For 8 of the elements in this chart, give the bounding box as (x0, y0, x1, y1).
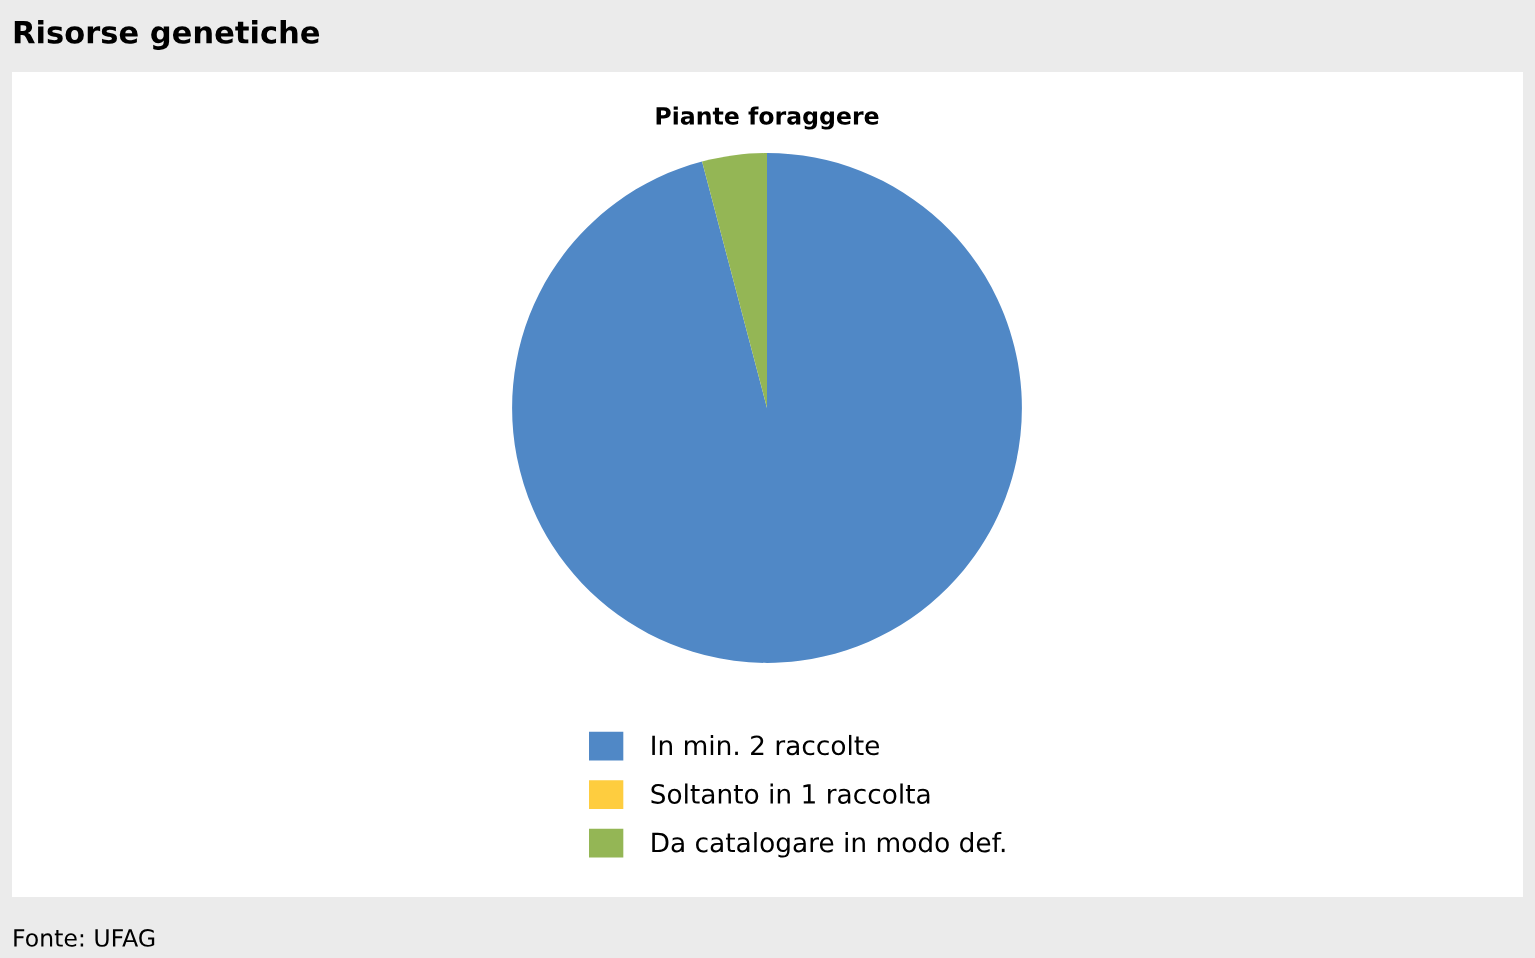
chart-title: Piante foraggere (656, 106, 879, 130)
text: Risorse genetiche (14, 20, 320, 50)
source-note: Fonte: UFAG (14, 928, 155, 947)
legend-label: Soltanto in 1 raccolta (651, 783, 930, 804)
legend-label: Da catalogare in modo def. (652, 832, 1005, 858)
pie-slice (702, 153, 767, 408)
pie-slice (512, 153, 1022, 663)
legend-label: In min. 2 raccolte (652, 734, 880, 756)
